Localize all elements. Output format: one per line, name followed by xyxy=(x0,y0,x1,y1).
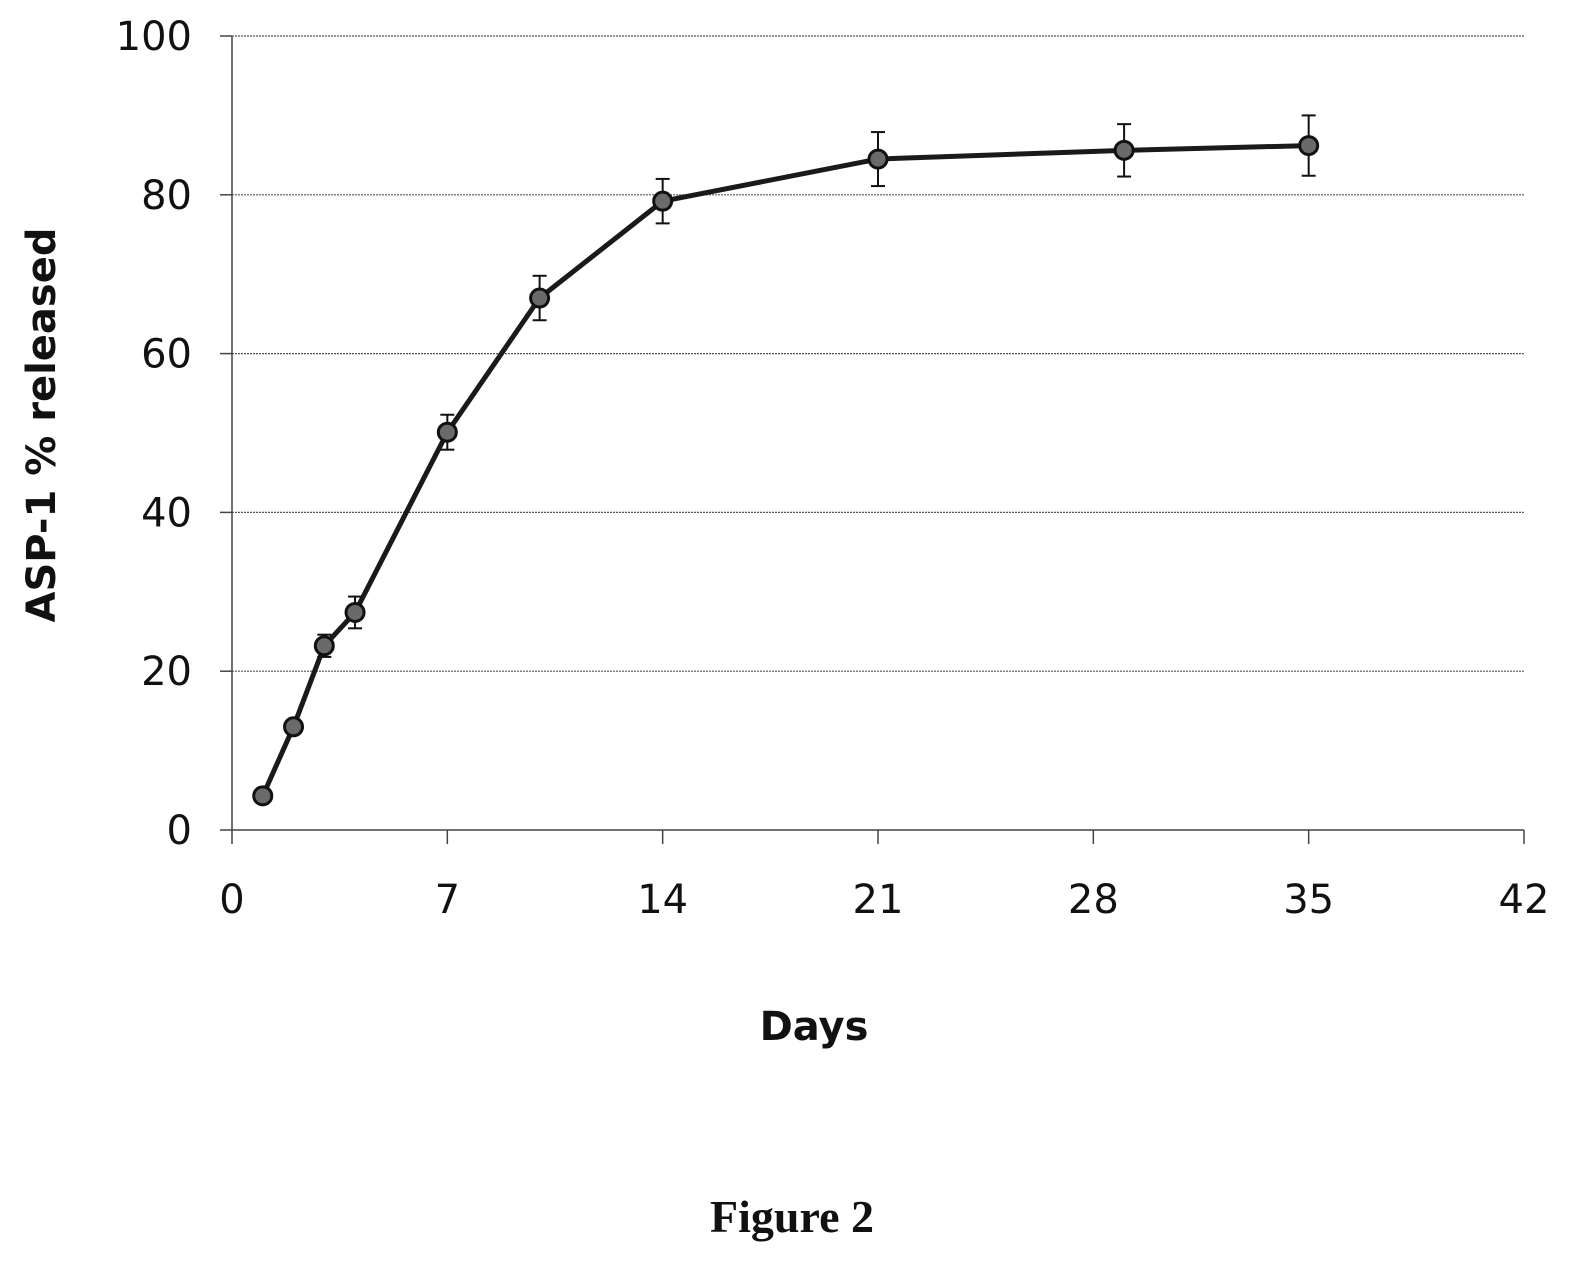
series-layer xyxy=(252,114,1320,807)
y-tick-label: 0 xyxy=(167,808,192,854)
y-tick-label: 60 xyxy=(141,332,192,378)
y-axis-title: ASP-1 % released xyxy=(19,228,65,623)
x-tick-label: 42 xyxy=(1499,877,1550,923)
data-point xyxy=(1113,139,1135,161)
figure-caption: Figure 2 xyxy=(710,1191,874,1242)
x-axis-title: Days xyxy=(760,1004,869,1050)
data-point xyxy=(344,601,366,623)
x-tick-label: 21 xyxy=(853,877,904,923)
x-tick-label: 35 xyxy=(1283,877,1334,923)
data-point xyxy=(313,635,335,657)
x-tick-label: 28 xyxy=(1068,877,1119,923)
y-tick-label: 100 xyxy=(116,14,192,60)
data-point xyxy=(867,148,889,170)
y-tick-label: 20 xyxy=(141,649,192,695)
grid-layer xyxy=(232,35,1524,672)
release-profile-chart: 0 20 40 60 80 100 0 7 14 21 28 35 42 Days ASP-1 % re… xyxy=(19,14,1550,1050)
data-point xyxy=(436,421,458,443)
x-tick-label: 14 xyxy=(637,877,688,923)
x-tick-label: 7 xyxy=(435,877,460,923)
axis-layer: 0 20 40 60 80 100 0 7 14 21 28 35 42 xyxy=(116,14,1550,923)
data-point xyxy=(1298,135,1320,157)
data-point xyxy=(283,716,305,738)
series-line xyxy=(260,143,1309,797)
data-point xyxy=(529,287,551,309)
x-tick-label: 0 xyxy=(219,877,244,923)
data-point xyxy=(252,785,274,807)
y-tick-label: 40 xyxy=(141,490,192,536)
data-point xyxy=(652,190,674,212)
y-tick-label: 80 xyxy=(141,173,192,219)
